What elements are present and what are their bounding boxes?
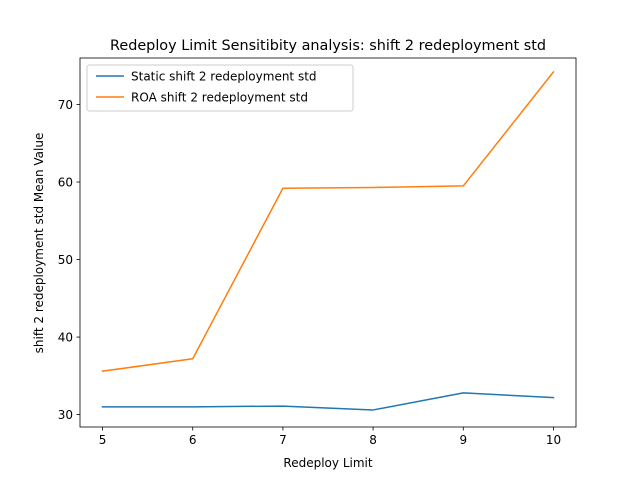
y-axis-label: shift 2 redeployment std Mean Value: [32, 133, 46, 354]
x-tick-label: 9: [459, 433, 467, 447]
x-tick-label: 7: [279, 433, 287, 447]
y-tick-label: 30: [58, 408, 73, 422]
y-tick-label: 50: [58, 253, 73, 267]
x-axis-label: Redeploy Limit: [283, 456, 372, 470]
x-tick-label: 8: [369, 433, 377, 447]
legend-label-1: ROA shift 2 redeployment std: [131, 90, 308, 104]
series-line-0: [101, 392, 555, 411]
legend-box: [86, 64, 354, 112]
legend-label-0: Static shift 2 redeployment std: [131, 69, 317, 83]
y-tick-label: 70: [58, 98, 73, 112]
x-tick-label: 5: [99, 433, 107, 447]
series-line-1: [101, 70, 555, 373]
legend: Static shift 2 redeployment std ROA shift…: [86, 64, 354, 112]
y-tick-label: 40: [58, 330, 73, 344]
y-tick-label: 60: [58, 175, 73, 189]
plot-area: 5 6 7 8 9 10 30 40 50 60 70: [58, 57, 577, 447]
axes-frame: [79, 57, 577, 428]
chart-title: Redeploy Limit Sensitibity analysis: shi…: [110, 38, 546, 54]
x-tick-label: 6: [189, 433, 197, 447]
x-tick-label: 10: [546, 433, 561, 447]
